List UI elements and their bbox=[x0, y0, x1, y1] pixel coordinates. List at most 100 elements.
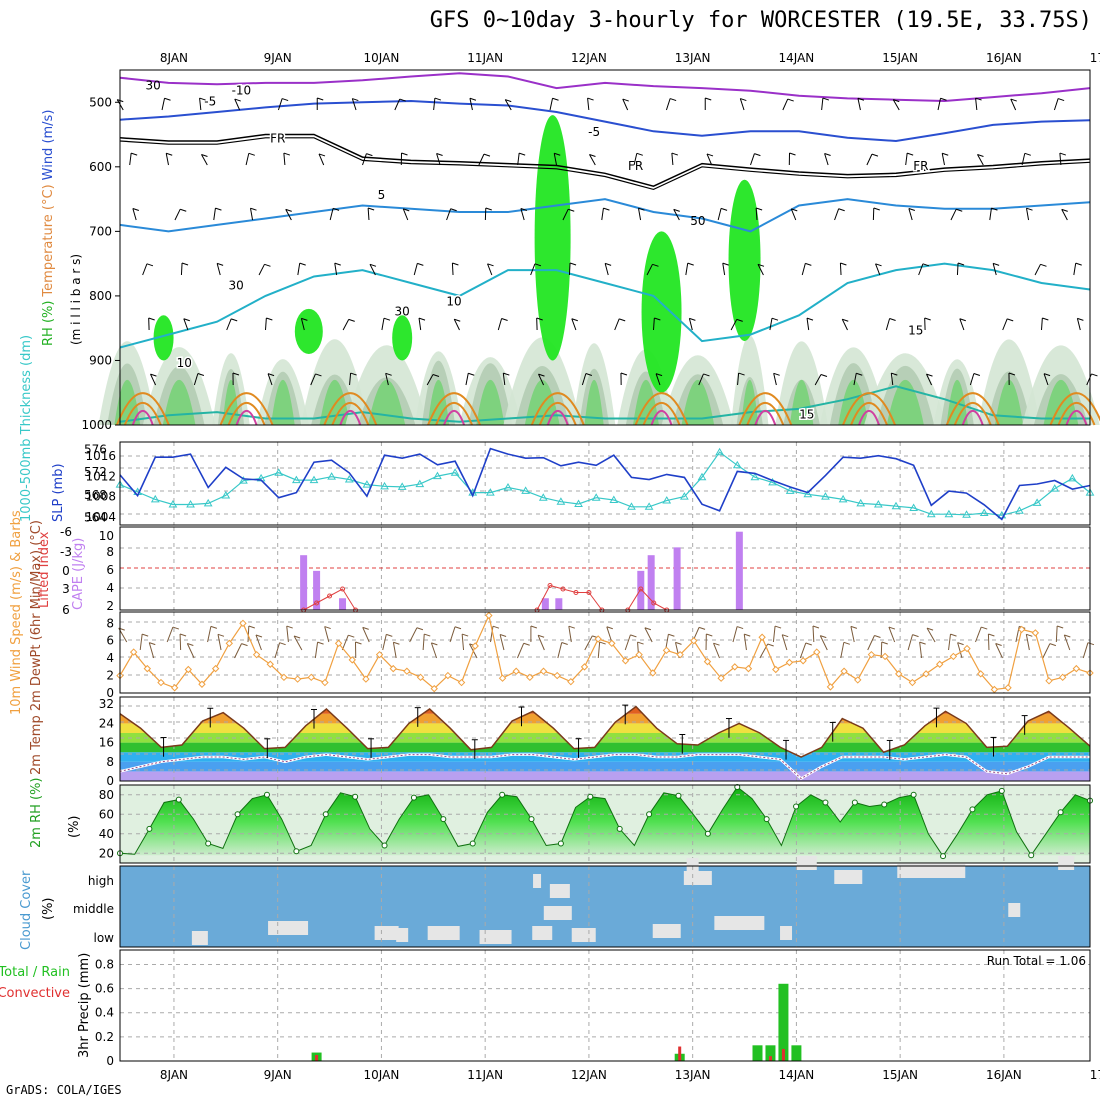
wind-barb bbox=[644, 627, 653, 643]
wind-barb bbox=[487, 263, 493, 276]
thickness-point bbox=[785, 486, 795, 494]
thickness-point bbox=[397, 482, 407, 490]
surface-wind-barbs bbox=[118, 625, 1095, 659]
warm-temperature-contour bbox=[1065, 409, 1088, 426]
wind-barb bbox=[324, 626, 330, 643]
wind-barb-flag bbox=[926, 627, 934, 631]
wind-barb bbox=[977, 154, 984, 166]
wind-barb-flag bbox=[332, 207, 340, 211]
warm-temperature-contour bbox=[642, 402, 681, 426]
wind-barb bbox=[790, 208, 797, 221]
wind-speed-point bbox=[512, 667, 520, 675]
thickness-point bbox=[644, 502, 654, 510]
rh-tick-label: 40 bbox=[99, 827, 114, 841]
wind-barb bbox=[841, 318, 848, 331]
precip-convective-bar bbox=[781, 1048, 785, 1061]
wind-barb-flag bbox=[432, 374, 440, 377]
wind-barb bbox=[422, 634, 425, 651]
wind-barb bbox=[234, 643, 242, 659]
precip-convective-bar bbox=[315, 1054, 319, 1061]
wind-barb-flag bbox=[673, 208, 680, 212]
wind-barb bbox=[814, 374, 822, 386]
wind-speed-point bbox=[348, 656, 356, 664]
wind-barb bbox=[597, 642, 601, 659]
wind-barb bbox=[132, 208, 137, 221]
warm-temperature-contour bbox=[538, 402, 577, 426]
upper-air-ylabel: RH (%) Temperature (°C) Wind (m/s) bbox=[41, 110, 56, 346]
wind-barb bbox=[530, 263, 536, 276]
x-tick-label-bottom: 13JAN bbox=[675, 1068, 711, 1082]
thickness-point bbox=[1067, 473, 1077, 482]
wind-speed-point bbox=[676, 650, 684, 659]
wind-barb bbox=[637, 208, 642, 221]
thickness-point bbox=[609, 495, 619, 503]
wind-barb bbox=[587, 98, 590, 111]
wind-barb-flag bbox=[215, 207, 222, 211]
cape-ylabel: CAPE (J/kg) bbox=[71, 538, 86, 610]
wind-barb-flag bbox=[720, 207, 728, 211]
wind-barb-flag bbox=[705, 97, 712, 101]
wind-barb bbox=[919, 642, 923, 659]
wind-barb bbox=[1086, 373, 1092, 386]
wind-barb-flag bbox=[630, 634, 637, 638]
wind-barb-flag bbox=[286, 625, 293, 629]
wind-barb bbox=[606, 626, 613, 643]
cape-tick-label: 8 bbox=[106, 545, 114, 559]
wind-barb-flag bbox=[907, 152, 914, 156]
wind-barb bbox=[409, 627, 418, 643]
contour-label: 50 bbox=[690, 214, 705, 228]
rh-point bbox=[851, 799, 858, 806]
temperature-band bbox=[120, 761, 1090, 772]
wind-barb bbox=[633, 153, 638, 166]
temp-tick-label: 24 bbox=[99, 716, 114, 730]
wind-barb bbox=[217, 634, 222, 651]
wind-barb-flag bbox=[881, 641, 888, 645]
thickness-tick-label: 576 bbox=[84, 442, 107, 456]
wind-speed-point bbox=[840, 667, 848, 675]
wind-barb-flag bbox=[248, 625, 255, 629]
wind-barb-flag bbox=[687, 262, 694, 266]
wind-barb bbox=[722, 263, 726, 276]
wind-barb bbox=[436, 153, 441, 166]
wind-barb bbox=[975, 98, 978, 111]
wind-barb bbox=[1041, 317, 1043, 331]
wind-barb bbox=[853, 373, 857, 386]
precip-convective-bar bbox=[678, 1046, 682, 1061]
wind-barb-flag bbox=[1026, 633, 1033, 637]
wind-speed-point bbox=[963, 644, 971, 653]
temperature-contour-freezing bbox=[119, 133, 1091, 187]
rh-region-bright bbox=[153, 315, 174, 361]
thickness-point bbox=[309, 475, 319, 484]
warm-temperature-contour bbox=[323, 392, 378, 426]
contour-label: 10 bbox=[177, 356, 192, 370]
wind-barb bbox=[821, 98, 824, 111]
wind-speed-point bbox=[621, 657, 630, 665]
wind-barb-flag bbox=[217, 633, 225, 637]
wind-barb bbox=[314, 642, 319, 659]
rh-shading bbox=[98, 115, 1100, 425]
contour-label: 30 bbox=[146, 78, 161, 92]
wind-speed-point bbox=[949, 652, 958, 661]
contour-label: -5 bbox=[204, 95, 216, 109]
dewpoint-line bbox=[119, 754, 1090, 780]
thickness-point bbox=[662, 496, 672, 504]
wind-barb bbox=[449, 626, 456, 643]
wind-barb bbox=[782, 98, 789, 111]
wind-barb-flag bbox=[942, 152, 949, 156]
wind-barb-flag bbox=[959, 318, 966, 322]
wind-barb-flag bbox=[166, 152, 173, 156]
wind-barb bbox=[201, 154, 208, 166]
warm-temperature-contour bbox=[339, 409, 362, 426]
wind-barb-flag bbox=[740, 98, 747, 102]
wind-barb-flag bbox=[789, 152, 796, 156]
wind-barb-flag bbox=[348, 634, 355, 638]
lifted-index-point bbox=[651, 600, 657, 606]
wind-speed-point bbox=[867, 650, 876, 659]
rh-point bbox=[205, 840, 212, 847]
wind-barb-flag bbox=[912, 634, 919, 638]
wind-barb bbox=[342, 319, 350, 331]
lifted-index-point bbox=[314, 600, 320, 606]
wind-barb-flag bbox=[399, 98, 406, 102]
thickness-point bbox=[221, 490, 231, 499]
thickness-point bbox=[344, 475, 354, 483]
